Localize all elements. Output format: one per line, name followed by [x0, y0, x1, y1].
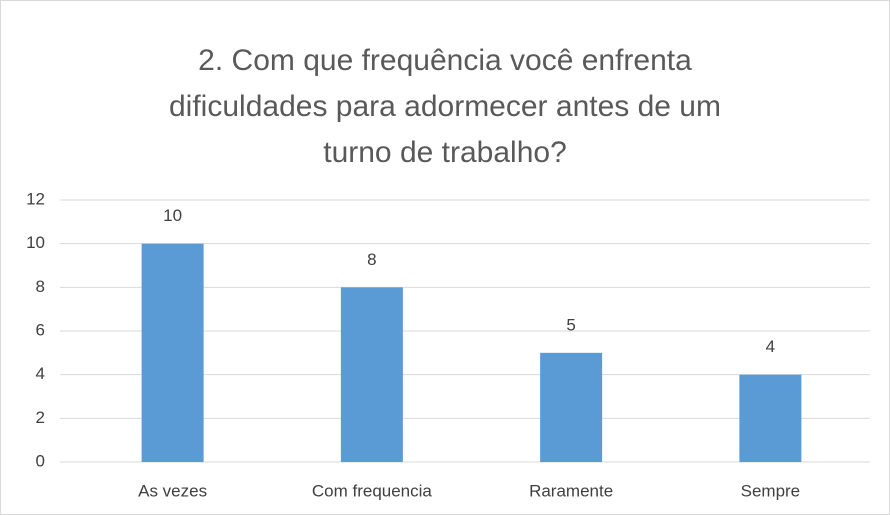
x-tick-label: Raramente	[529, 481, 613, 500]
x-tick-label: Sempre	[741, 481, 801, 500]
y-tick-label: 10	[26, 233, 45, 252]
y-tick-label: 12	[26, 189, 45, 208]
bar	[141, 243, 204, 462]
y-tick-label: 4	[36, 364, 45, 383]
bar	[540, 352, 603, 462]
bar	[340, 287, 403, 462]
y-tick-label: 8	[36, 277, 45, 296]
y-tick-label: 6	[36, 320, 45, 339]
x-tick-label: Com frequencia	[312, 481, 433, 500]
data-label: 8	[367, 250, 376, 269]
y-tick-label: 2	[36, 408, 45, 427]
data-label: 5	[566, 315, 575, 334]
y-tick-label: 0	[36, 451, 45, 470]
chart-title: 2. Com que frequência você enfrenta difi…	[169, 44, 721, 169]
bar	[739, 374, 802, 462]
data-label: 4	[766, 337, 775, 356]
data-label: 10	[163, 206, 182, 225]
x-tick-label: As vezes	[138, 481, 207, 500]
